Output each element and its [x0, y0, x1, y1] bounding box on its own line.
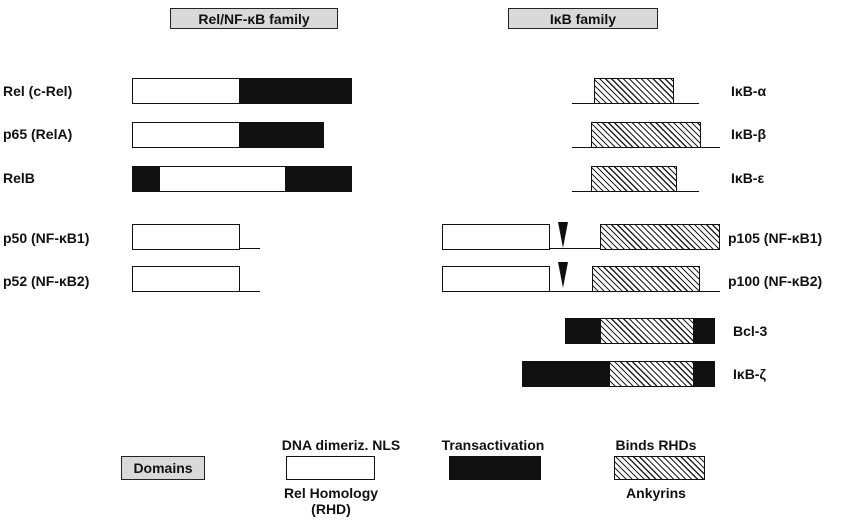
legend-rhd-top-label: DNA dimeriz. NLS [281, 437, 401, 453]
rhd-domain [132, 78, 240, 104]
legend-transactivation-label: Transactivation [441, 437, 545, 453]
legend-ankyrin-swatch [614, 456, 705, 480]
protein-label-bcl-3: Bcl-3 [733, 323, 768, 339]
transactivation-domain [239, 122, 324, 148]
ankyrin-domain [609, 361, 694, 387]
ankyrin-domain [592, 266, 700, 292]
protein-label-p105: p105 (NF-κB1) [728, 230, 823, 246]
legend-transactivation-swatch [449, 456, 541, 480]
protein-label-p50: p50 (NF-κB1) [3, 230, 90, 246]
ankyrin-domain [591, 122, 701, 148]
rhd-domain [132, 224, 240, 250]
transactivation-domain [132, 166, 160, 192]
protein-label-ikb-zeta: IκB-ζ [733, 366, 766, 382]
protein-label-p65: p65 (RelA) [3, 126, 73, 142]
rhd-domain [159, 166, 286, 192]
protein-label-ikb-beta: IκB-β [731, 126, 767, 142]
legend-rhd-bottom-label: Rel Homology [283, 485, 379, 501]
ankyrin-domain [600, 224, 720, 250]
rhd-domain [132, 122, 240, 148]
rhd-domain [442, 266, 550, 292]
protein-label-p52: p52 (NF-κB2) [3, 273, 90, 289]
protein-tail-line [239, 291, 260, 292]
protein-label-ikb-epsilon: IκB-ε [731, 170, 765, 186]
legend-ankyrin-bottom-label: Ankyrins [626, 485, 686, 501]
rhd-domain [132, 266, 240, 292]
ankyrin-domain [594, 78, 674, 104]
transactivation-domain [285, 166, 352, 192]
cleavage-site-arrow-icon [558, 262, 568, 288]
legend-rhd-bottom-label-2: (RHD) [311, 501, 351, 517]
protein-label-p100: p100 (NF-κB2) [728, 273, 823, 289]
protein-label-c-rel: Rel (c-Rel) [3, 83, 73, 99]
legend-ankyrin-top-label: Binds RHDs [615, 437, 697, 453]
domains-legend-title: Domains [121, 456, 205, 480]
rel-family-header: Rel/NF-κB family [170, 8, 338, 29]
protein-tail-line [239, 248, 260, 249]
ikb-family-header: IκB family [508, 8, 658, 29]
protein-label-relb: RelB [3, 170, 35, 186]
protein-label-ikb-alpha: IκB-α [731, 83, 767, 99]
ankyrin-domain [600, 318, 694, 344]
transactivation-domain [239, 78, 352, 104]
legend-rhd-swatch [286, 456, 375, 480]
ankyrin-domain [591, 166, 677, 192]
cleavage-site-arrow-icon [558, 222, 568, 248]
rhd-domain [442, 224, 550, 250]
